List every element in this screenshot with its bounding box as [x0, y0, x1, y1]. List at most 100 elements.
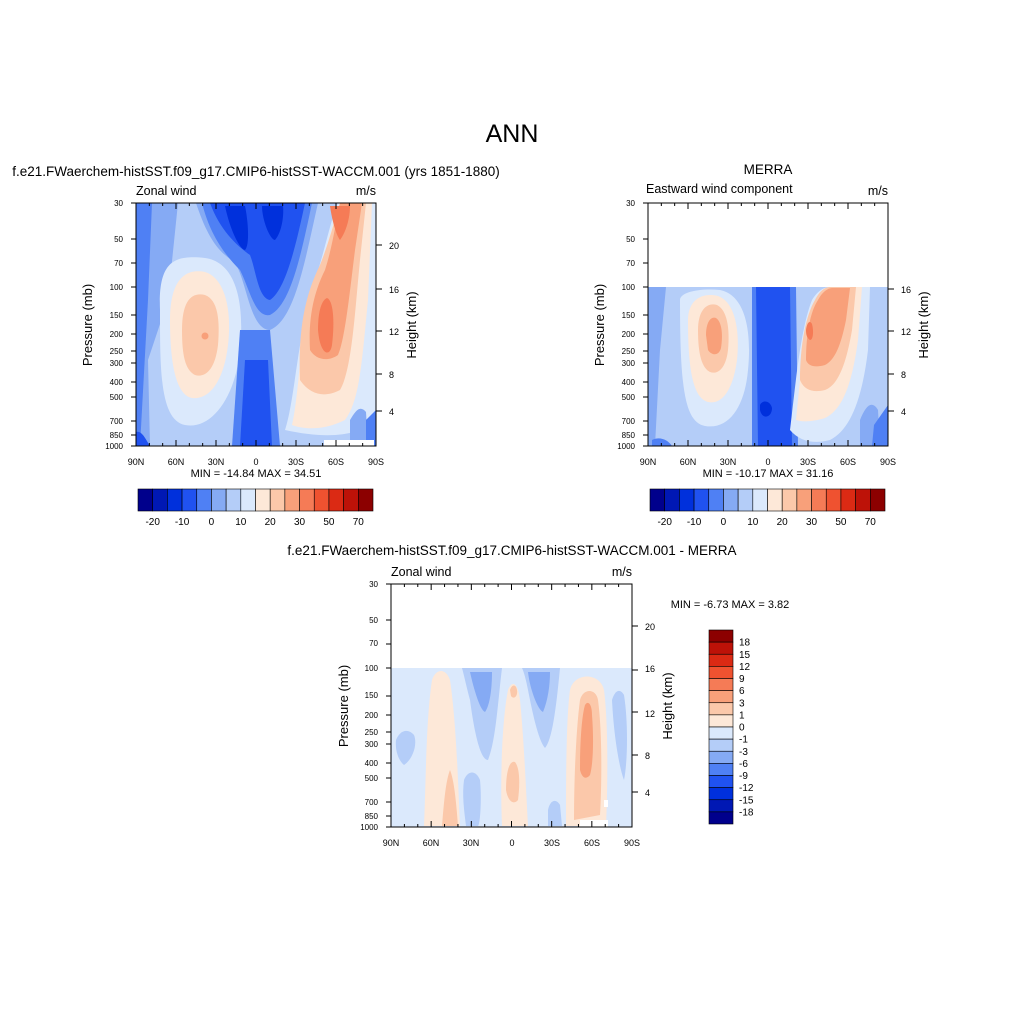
panel-title: MERRA — [744, 162, 793, 177]
colorbar-swatch — [708, 811, 734, 825]
y-tick-label: 250 — [110, 347, 124, 356]
colorbar-label: -15 — [739, 795, 754, 806]
y-tick-label: 850 — [622, 431, 636, 440]
colorbar-swatch — [708, 775, 734, 788]
colorbar-swatch — [708, 726, 734, 740]
colorbar-label: 20 — [265, 517, 277, 528]
colorbar-swatch — [708, 799, 734, 813]
colorbar-swatch — [811, 488, 827, 512]
x-tick-label: 90S — [368, 457, 384, 467]
colorbar: -20 -10 0 10 20 30 50 70 — [137, 488, 374, 528]
y-tick-label: 200 — [365, 711, 379, 720]
colorbar-swatch — [343, 488, 359, 512]
colorbar-swatch — [840, 488, 856, 512]
x-ticks: 90N 60N 30N 0 30S 60S 90S — [128, 457, 384, 467]
height-tick-label: 4 — [645, 788, 650, 798]
y-ticks: 30 50 70 100 150 200 250 300 400 500 700… — [360, 580, 378, 832]
colorbar-label: 50 — [323, 517, 335, 528]
y-tick-label: 1000 — [105, 442, 123, 451]
colorbar-swatch — [708, 629, 734, 643]
colorbar-swatch — [708, 653, 734, 667]
height-ticks: 20 16 12 8 4 — [645, 622, 655, 798]
colorbar-swatch — [708, 702, 734, 716]
colorbar-label: -12 — [739, 783, 754, 794]
contour-field — [136, 203, 376, 446]
colorbar-label: -9 — [739, 771, 748, 782]
y-tick-label: 850 — [365, 812, 379, 821]
x-tick-label: 30S — [288, 457, 304, 467]
colorbar-swatch — [664, 488, 680, 512]
height-axis-label: Height (km) — [916, 291, 931, 358]
contour-field — [648, 287, 888, 446]
colorbar-label: 3 — [739, 698, 745, 709]
y-tick-label: 50 — [114, 235, 123, 244]
colorbar-label: -20 — [657, 517, 672, 528]
y-axis-label: Pressure (mb) — [592, 284, 607, 366]
y-tick-label: 1000 — [360, 823, 378, 832]
x-tick-label: 60N — [168, 457, 185, 467]
height-tick-label: 4 — [389, 407, 394, 417]
left-label: Zonal wind — [391, 565, 451, 579]
figure-title: ANN — [486, 120, 539, 148]
y-tick-label: 100 — [110, 283, 124, 292]
left-label: Zonal wind — [136, 184, 196, 198]
height-tick-label: 16 — [389, 285, 399, 295]
colorbar-label: -20 — [145, 517, 160, 528]
colorbar-label: -6 — [739, 759, 748, 770]
y-tick-label: 150 — [622, 311, 636, 320]
panel-title: f.e21.FWaerchem-histSST.f09_g17.CMIP6-hi… — [12, 164, 499, 179]
panel-difference: f.e21.FWaerchem-histSST.f09_g17.CMIP6-hi… — [287, 543, 789, 848]
y-ticks: 30 50 70 100 150 200 250 300 400 500 700… — [617, 199, 635, 451]
height-tick-label: 12 — [645, 709, 655, 719]
colorbar-swatch — [358, 488, 374, 512]
colorbar-label: 15 — [739, 650, 751, 661]
colorbar-swatch — [137, 488, 153, 512]
colorbar-swatch — [240, 488, 256, 512]
colorbar-label: 30 — [294, 517, 306, 528]
colorbar-label: 0 — [739, 723, 745, 734]
x-tick-label: 0 — [509, 838, 514, 848]
y-tick-label: 50 — [626, 235, 635, 244]
y-tick-label: 400 — [622, 378, 636, 387]
colorbar-label: 18 — [739, 638, 751, 649]
colorbar-label: -10 — [687, 517, 702, 528]
y-tick-label: 250 — [622, 347, 636, 356]
colorbar-swatch — [708, 488, 724, 512]
x-tick-label: 0 — [765, 457, 770, 467]
colorbar-swatch — [870, 488, 886, 512]
colorbar-label: 0 — [209, 517, 215, 528]
x-tick-label: 60S — [584, 838, 600, 848]
y-tick-label: 70 — [114, 259, 123, 268]
colorbar-swatch — [269, 488, 286, 512]
colorbar-label: -10 — [175, 517, 190, 528]
height-tick-label: 16 — [901, 285, 911, 295]
colorbar-label: 20 — [777, 517, 789, 528]
y-tick-label: 400 — [365, 759, 379, 768]
colorbar-label: 70 — [353, 517, 365, 528]
y-tick-label: 50 — [369, 616, 378, 625]
units-label: m/s — [612, 565, 632, 579]
colorbar-swatch — [152, 488, 168, 512]
colorbar-swatch — [781, 488, 798, 512]
y-tick-label: 100 — [365, 664, 379, 673]
height-axis-label: Height (km) — [404, 291, 419, 358]
colorbar-swatch — [299, 488, 315, 512]
colorbar-swatch — [225, 488, 242, 512]
units-label: m/s — [356, 184, 376, 198]
height-tick-label: 12 — [901, 327, 911, 337]
y-tick-label: 150 — [110, 311, 124, 320]
colorbar-swatch — [196, 488, 212, 512]
colorbar-swatch — [825, 488, 842, 512]
colorbar-swatch — [167, 488, 183, 512]
colorbar-swatch — [328, 488, 344, 512]
x-tick-label: 60S — [840, 457, 856, 467]
colorbar-swatch — [679, 488, 695, 512]
colorbar-swatch — [708, 666, 734, 679]
x-tick-label: 90N — [640, 457, 657, 467]
y-tick-label: 850 — [110, 431, 124, 440]
colorbar-label: 1 — [739, 710, 745, 721]
x-tick-label: 30S — [800, 457, 816, 467]
colorbar-swatch — [708, 750, 734, 764]
colorbar-label: -3 — [739, 747, 748, 758]
